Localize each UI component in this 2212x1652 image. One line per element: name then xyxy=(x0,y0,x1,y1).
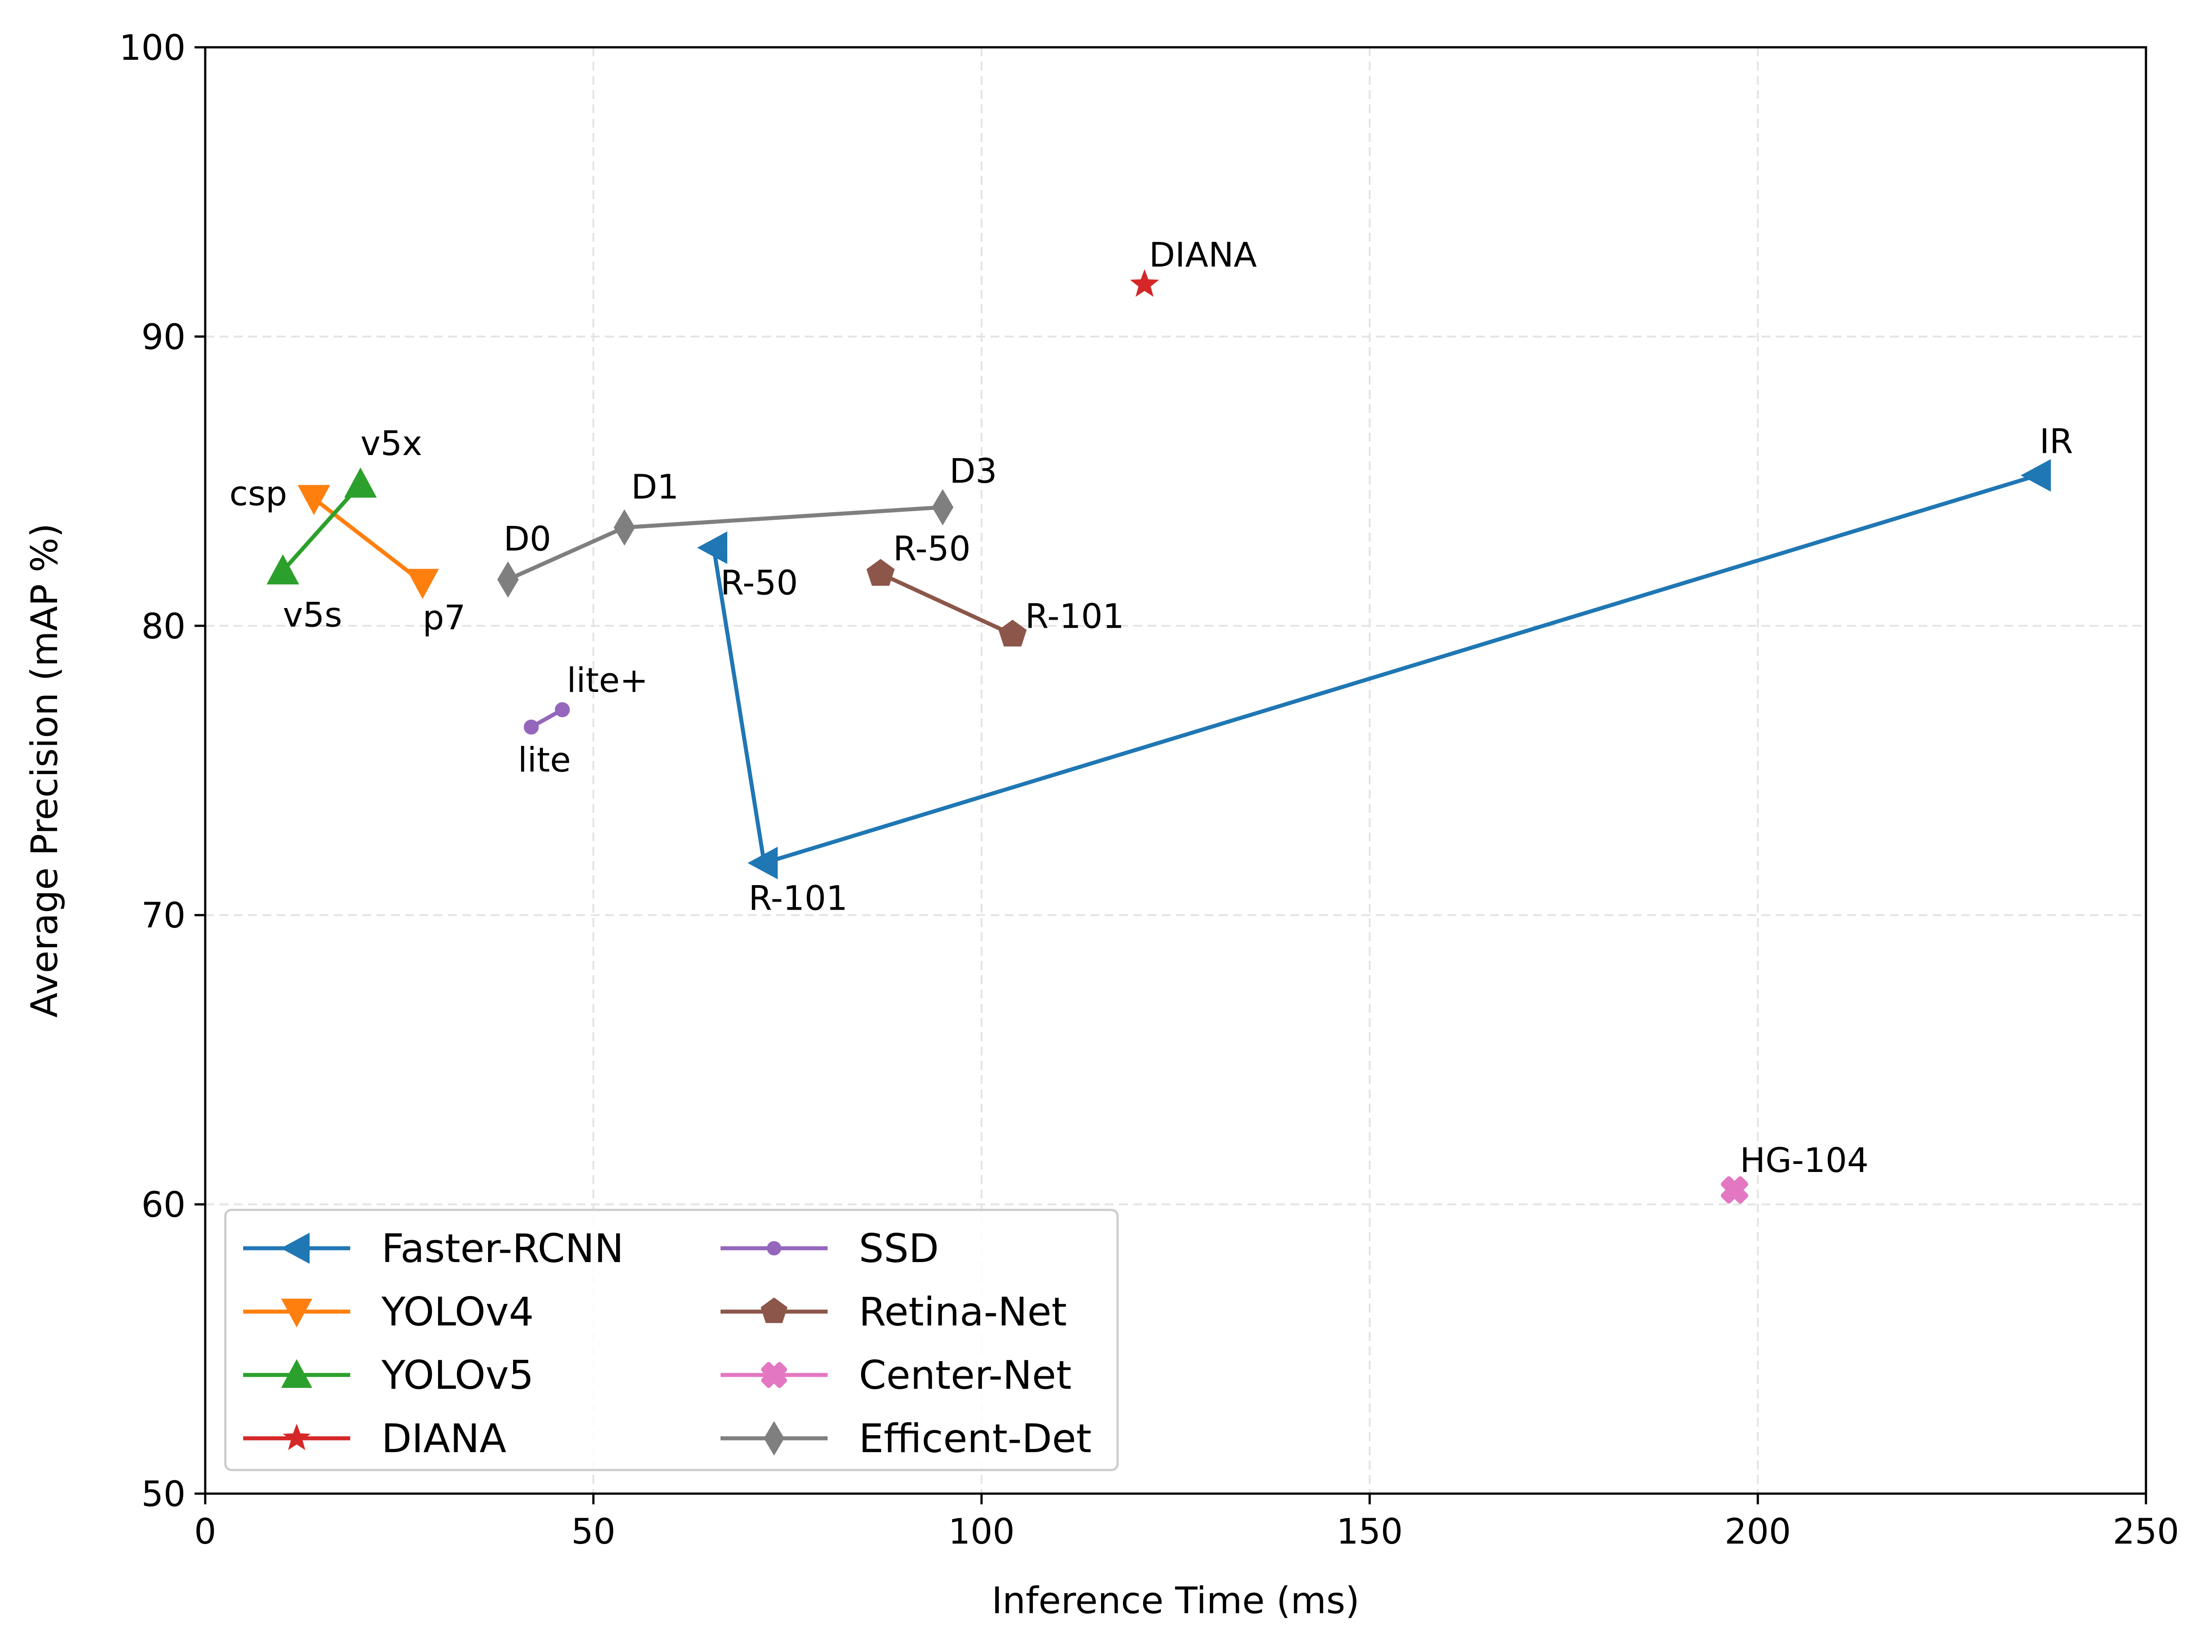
legend-item-yolov5: YOLOv5 xyxy=(243,1352,534,1398)
legend-box xyxy=(224,1209,1119,1471)
legend-item-faster-rcnn: Faster-RCNN xyxy=(243,1226,624,1271)
legend-label: SSD xyxy=(859,1226,939,1271)
data-point-efficent-det xyxy=(497,561,519,598)
point-label-center-net: HG-104 xyxy=(1740,1140,1869,1180)
point-label-yolov4: p7 xyxy=(423,598,466,638)
y-axis-label: Average Precision (mAP %) xyxy=(24,523,66,1018)
point-label-yolov4: csp xyxy=(229,474,287,513)
legend-label: YOLOv4 xyxy=(381,1289,534,1335)
data-point-center-net xyxy=(1721,1176,1748,1204)
data-point-yolov4 xyxy=(406,569,439,599)
data-point-ssd xyxy=(555,702,570,717)
legend: Faster-RCNN YOLOv4 YOLOv5 DIANA SSD Retina-Ne… xyxy=(224,1209,1119,1471)
series-center-net xyxy=(1721,1176,1748,1204)
series-diana xyxy=(1130,269,1160,297)
data-point-yolov4 xyxy=(298,485,331,515)
legend-label: Faster-RCNN xyxy=(381,1226,624,1271)
data-point-ssd xyxy=(524,719,539,735)
x-tick-label: 0 xyxy=(194,1512,216,1552)
legend-label: Retina-Net xyxy=(859,1289,1067,1335)
data-point-efficent-det xyxy=(932,489,954,526)
point-label-retina-net: R-101 xyxy=(1025,596,1124,636)
legend-label: Efficent-Det xyxy=(859,1416,1092,1462)
point-label-retina-net: R-50 xyxy=(893,529,971,568)
point-label-faster-rcnn: R-101 xyxy=(749,878,848,918)
series-retina-net xyxy=(866,559,1027,647)
series-line-retina-net xyxy=(879,572,1014,637)
plot-frame xyxy=(204,46,2147,1495)
data-point-retina-net xyxy=(998,620,1027,647)
data-point-faster-rcnn xyxy=(2021,459,2051,492)
legend-marker-yolov5 xyxy=(281,1359,312,1388)
legend-item-retina-net: Retina-Net xyxy=(721,1289,1067,1335)
legend-item-efficent-det: Efficent-Det xyxy=(721,1416,1092,1462)
x-axis-label: Inference Time (ms) xyxy=(992,1580,1360,1622)
legend-marker-retina-net xyxy=(760,1297,788,1323)
y-tick-label: 100 xyxy=(119,28,186,68)
data-point-yolov5 xyxy=(266,554,299,585)
legend-marker-ssd xyxy=(766,1241,782,1256)
point-label-efficent-det: D3 xyxy=(949,451,997,491)
y-tick-label: 80 xyxy=(141,607,186,647)
legend-item-center-net: Center-Net xyxy=(721,1352,1072,1398)
legend-item-yolov4: YOLOv4 xyxy=(243,1289,534,1335)
data-point-faster-rcnn xyxy=(697,531,728,564)
legend-marker-diana xyxy=(282,1424,311,1450)
data-point-diana xyxy=(1130,269,1160,297)
point-label-faster-rcnn: R-50 xyxy=(721,563,798,603)
point-label-faster-rcnn: IR xyxy=(2039,422,2073,461)
data-point-retina-net xyxy=(866,559,895,586)
legend-item-diana: DIANA xyxy=(243,1416,506,1462)
point-label-ssd: lite xyxy=(518,740,571,780)
legend-label: Center-Net xyxy=(859,1352,1072,1398)
point-label-ssd: lite+ xyxy=(567,660,648,700)
x-tick-label: 50 xyxy=(571,1512,615,1552)
x-tick-label: 250 xyxy=(2113,1512,2179,1552)
series-faster-rcnn xyxy=(697,459,2051,880)
legend-marker-center-net xyxy=(761,1362,787,1388)
series-line-yolov4 xyxy=(312,497,424,584)
point-label-efficent-det: D0 xyxy=(504,519,551,559)
x-tick-label: 100 xyxy=(949,1512,1015,1552)
series-yolov4 xyxy=(298,485,439,599)
y-tick-label: 60 xyxy=(141,1185,186,1226)
series-ssd xyxy=(524,702,570,735)
point-label-efficent-det: D1 xyxy=(631,467,679,506)
point-label-yolov5: v5x xyxy=(360,423,422,463)
y-tick-label: 50 xyxy=(141,1474,186,1515)
point-label-diana: DIANA xyxy=(1149,235,1257,275)
series-efficent-det xyxy=(497,489,954,598)
legend-marker-efficent-det xyxy=(764,1421,784,1456)
legend-item-ssd: SSD xyxy=(721,1226,939,1271)
data-point-faster-rcnn xyxy=(747,846,778,880)
legend-marker-faster-rcnn xyxy=(281,1233,310,1264)
y-tick-label: 70 xyxy=(141,896,186,936)
point-labels: R-50 R-101 IR csp p7 v5s v5x DIANA lite lite+ R-50… xyxy=(229,235,2073,1180)
series-layer xyxy=(266,269,2051,1204)
point-label-yolov5: v5s xyxy=(283,595,342,635)
x-tick-label: 200 xyxy=(1725,1512,1791,1552)
x-tick-label: 150 xyxy=(1337,1512,1403,1552)
legend-label: YOLOv5 xyxy=(381,1352,534,1398)
data-point-efficent-det xyxy=(613,509,635,546)
y-tick-label: 90 xyxy=(141,317,186,357)
data-point-yolov5 xyxy=(344,467,377,498)
legend-label: DIANA xyxy=(381,1416,506,1462)
series-yolov5 xyxy=(266,467,377,585)
series-line-yolov5 xyxy=(281,483,362,572)
legend-marker-yolov4 xyxy=(281,1299,312,1328)
